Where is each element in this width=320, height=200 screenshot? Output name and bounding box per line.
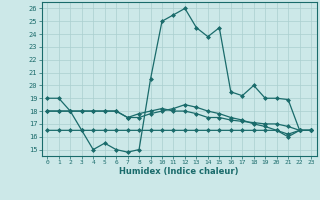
X-axis label: Humidex (Indice chaleur): Humidex (Indice chaleur): [119, 167, 239, 176]
